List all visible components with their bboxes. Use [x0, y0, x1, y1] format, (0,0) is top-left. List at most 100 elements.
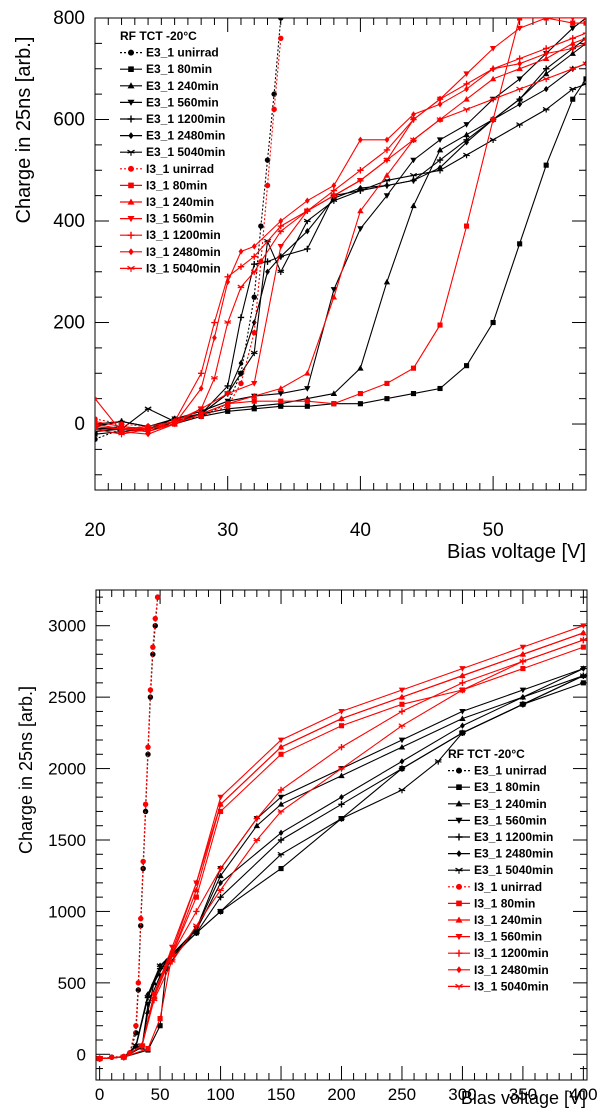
legend-marker — [127, 82, 135, 89]
data-point — [459, 715, 466, 721]
data-point — [237, 263, 245, 270]
data-point — [570, 96, 576, 102]
data-point — [398, 723, 406, 729]
data-point — [542, 106, 550, 113]
data-point — [383, 193, 391, 199]
data-point — [383, 177, 391, 184]
legend-entry-label: E3_1 5040min — [146, 145, 225, 159]
data-point — [171, 419, 179, 425]
y-tick-label: 500 — [58, 974, 86, 993]
legend-entry-label: E3_1 560min — [146, 95, 219, 109]
data-point — [330, 293, 338, 300]
data-point — [145, 751, 151, 758]
data-point — [337, 766, 346, 772]
data-point — [135, 980, 142, 986]
data-point — [583, 40, 586, 47]
y-tick-label: 400 — [53, 211, 85, 232]
data-point — [330, 390, 338, 396]
data-point — [464, 363, 470, 369]
data-point — [383, 172, 391, 178]
data-point — [132, 1043, 140, 1049]
legend-header: RF TCT -20°C — [448, 747, 525, 761]
data-point — [157, 1023, 163, 1029]
data-point — [192, 930, 200, 937]
data-point — [464, 223, 470, 229]
data-point — [95, 426, 99, 433]
data-point — [224, 382, 231, 390]
data-point — [463, 131, 470, 138]
data-point — [459, 709, 466, 715]
data-point — [154, 594, 161, 600]
y-tick-label: 200 — [53, 313, 85, 334]
legend-entry-label: I3_1 560min — [474, 930, 542, 944]
data-point — [238, 380, 244, 387]
data-point — [463, 122, 470, 128]
data-point — [169, 948, 175, 955]
legend-entry-label: I3_1 560min — [146, 212, 214, 226]
data-point — [460, 672, 465, 679]
data-point — [277, 228, 285, 235]
data-point — [303, 208, 311, 215]
data-point — [212, 334, 217, 341]
data-point — [138, 915, 144, 922]
data-point — [224, 320, 232, 326]
data-point — [583, 20, 586, 26]
data-point — [383, 146, 391, 154]
data-point — [542, 65, 550, 72]
legend-entry-label: E3_1 80min — [474, 780, 540, 794]
data-point — [543, 85, 549, 93]
legend-entry-label: E3_1 240min — [474, 797, 547, 811]
data-point — [225, 278, 231, 286]
data-point — [238, 248, 244, 255]
data-point — [278, 743, 284, 751]
data-point — [147, 687, 154, 693]
data-point — [490, 65, 496, 72]
data-point — [95, 395, 98, 402]
data-point — [489, 75, 497, 82]
data-point — [277, 794, 285, 801]
data-point — [410, 391, 417, 397]
data-point — [543, 162, 549, 168]
data-point — [330, 198, 338, 204]
legend: RF TCT -20°C E3_1 unirrad E3_1 80min E3_1 2… — [120, 29, 225, 275]
data-point — [489, 96, 497, 103]
data-point — [569, 25, 576, 32]
data-point — [489, 46, 497, 52]
data-point — [303, 218, 311, 225]
data-point — [140, 858, 146, 865]
data-point — [224, 400, 231, 407]
data-point — [278, 398, 284, 404]
x-tick-label: 20 — [84, 520, 105, 541]
legend-marker — [455, 833, 463, 841]
data-point — [570, 18, 575, 22]
data-point — [218, 801, 223, 808]
data-point — [579, 637, 587, 644]
series-line — [99, 639, 584, 1060]
data-point — [459, 679, 466, 687]
data-point — [218, 879, 223, 887]
data-point — [251, 253, 258, 260]
legend-marker — [128, 66, 134, 72]
data-point — [331, 182, 337, 189]
data-point — [250, 350, 258, 357]
data-point — [357, 401, 363, 407]
data-point — [383, 278, 391, 285]
legend-marker — [456, 767, 462, 774]
data-point — [144, 994, 152, 1001]
data-point — [217, 872, 224, 879]
data-point — [338, 801, 345, 808]
data-point — [580, 623, 587, 629]
legend-marker — [127, 198, 135, 205]
data-point — [384, 396, 390, 402]
legend-header: RF TCT -20°C — [120, 29, 197, 43]
data-point — [384, 380, 390, 386]
x-axis-title: Bias voltage [V] — [447, 541, 586, 563]
data-point — [569, 66, 577, 72]
data-point — [516, 86, 524, 93]
series-line — [95, 38, 282, 428]
data-point — [580, 680, 586, 686]
y-tick-label: 0 — [77, 1045, 86, 1064]
data-point — [437, 101, 443, 108]
data-point — [357, 167, 364, 174]
data-point — [251, 392, 258, 399]
